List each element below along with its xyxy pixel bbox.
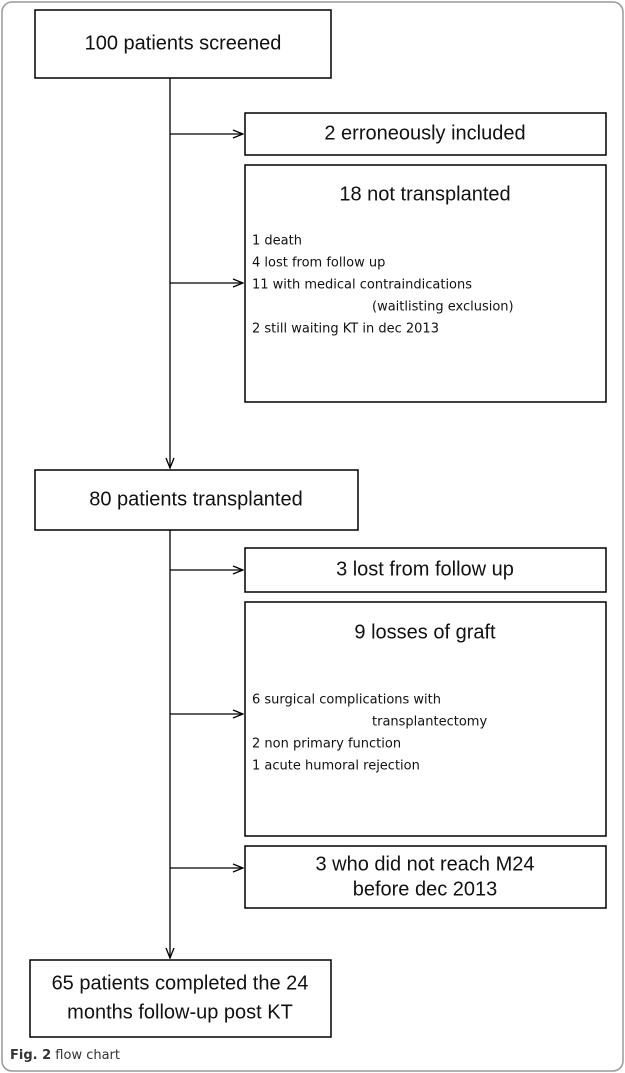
node-detail: transplantectomy (372, 715, 487, 730)
caption: Fig. 2 flow chart (10, 1048, 120, 1063)
box (244, 845, 607, 909)
box (34, 9, 332, 79)
box (29, 959, 332, 1038)
node-detail: 1 acute humoral rejection (252, 759, 420, 774)
node-detail: 1 death (252, 234, 302, 249)
caption-text: flow chart (55, 1048, 120, 1063)
node-title: 65 patients completed the 24 (52, 972, 309, 994)
node-detail: 4 lost from follow up (252, 256, 385, 271)
node-title: 18 not transplanted (339, 183, 510, 205)
caption-label: Fig. 2 (10, 1048, 51, 1063)
node-title: before dec 2013 (353, 878, 498, 900)
node-title: months follow-up post KT (67, 1001, 293, 1023)
node-title: 3 who did not reach M24 (315, 853, 534, 875)
node-title: 100 patients screened (85, 32, 282, 54)
node-title: 80 patients transplanted (89, 488, 303, 510)
node-detail: 2 still waiting KT in dec 2013 (252, 322, 439, 337)
box (34, 469, 359, 531)
node-detail: (waitlisting exclusion) (372, 300, 514, 315)
box (244, 547, 607, 593)
node-title: 2 erroneously included (324, 122, 525, 144)
node-detail: 2 non primary function (252, 737, 401, 752)
node-detail: 11 with medical contraindications (252, 278, 472, 293)
node-title: 9 losses of graft (354, 621, 496, 643)
node-title: 3 lost from follow up (336, 558, 514, 580)
box (244, 164, 607, 403)
node-detail: 6 surgical complications with (252, 693, 441, 708)
box (244, 112, 607, 156)
box (244, 601, 607, 837)
